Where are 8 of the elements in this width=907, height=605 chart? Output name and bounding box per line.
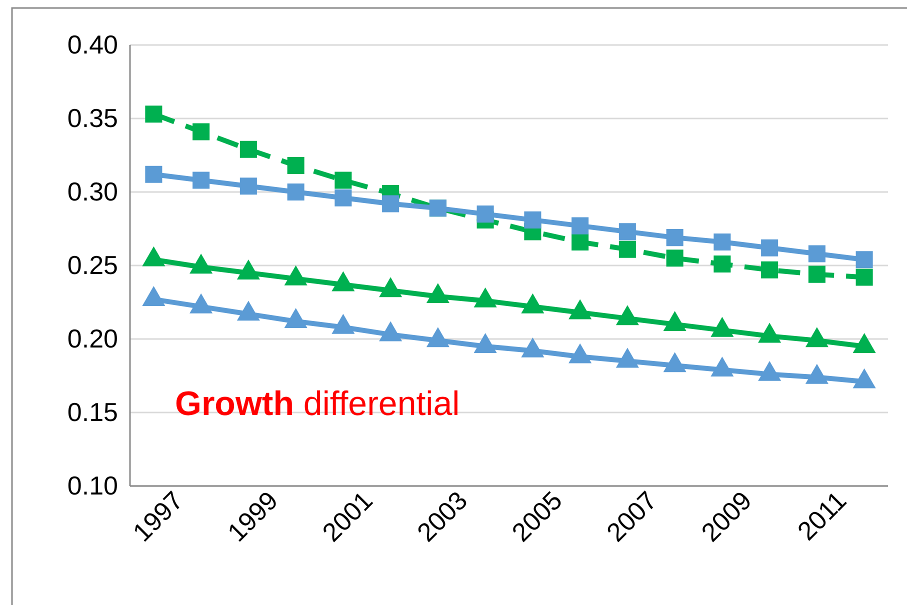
y-tick-label: 0.15 [67, 396, 118, 427]
annotation: Growth differential [175, 385, 460, 423]
y-tick-label: 0.20 [67, 323, 118, 354]
y-tick-label: 0.10 [67, 470, 118, 500]
y-tick-label: 0.30 [67, 176, 118, 206]
y-tick-label: 0.40 [67, 29, 118, 60]
y-tick-label: 0.25 [67, 250, 118, 280]
y-tick-label: 0.35 [67, 102, 118, 133]
